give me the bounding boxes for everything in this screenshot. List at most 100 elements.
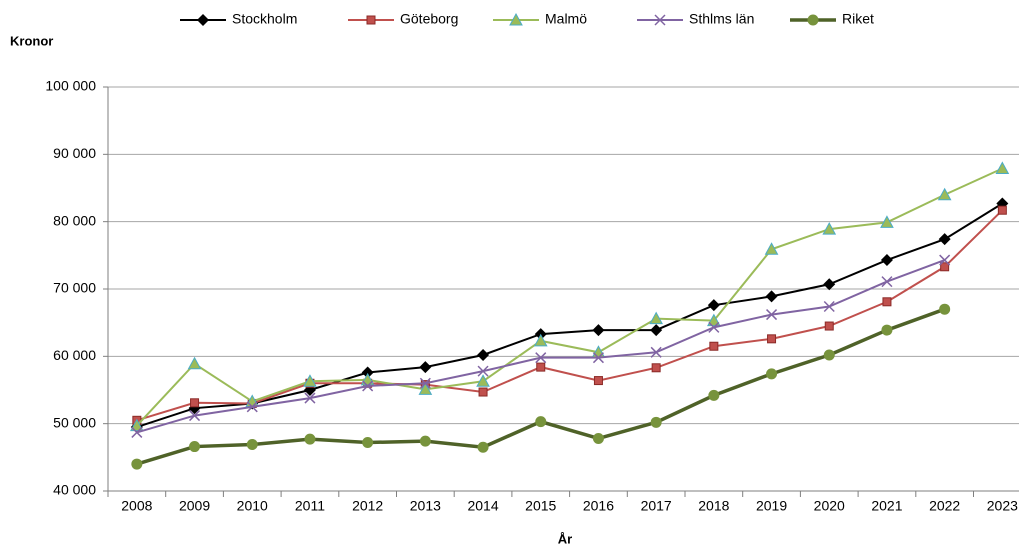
marker xyxy=(187,356,202,370)
marker xyxy=(807,14,819,26)
marker xyxy=(937,187,952,201)
x-axis-title: År xyxy=(558,531,572,546)
legend-label: Sthlms län xyxy=(689,11,754,27)
x-tick-label: 2012 xyxy=(352,498,383,514)
marker xyxy=(476,374,490,387)
legend-item: Göteborg xyxy=(348,11,458,27)
marker xyxy=(362,380,374,392)
x-tick-label: 2016 xyxy=(583,498,614,514)
series-line xyxy=(136,209,1004,422)
marker xyxy=(824,321,834,331)
legend-item: Riket xyxy=(790,11,874,27)
marker xyxy=(362,437,374,449)
marker xyxy=(592,352,604,364)
marker xyxy=(246,401,258,413)
y-tick-label: 100 000 xyxy=(45,78,96,94)
x-tick-label: 2022 xyxy=(929,498,960,514)
marker xyxy=(997,205,1007,215)
marker xyxy=(477,348,490,361)
legend-label: Malmö xyxy=(545,11,587,27)
marker xyxy=(654,14,666,26)
y-tick-label: 90 000 xyxy=(53,145,96,161)
marker xyxy=(709,341,719,351)
marker xyxy=(533,333,548,347)
x-tick-label: 2023 xyxy=(987,498,1018,514)
y-tick-label: 80 000 xyxy=(53,212,96,228)
marker xyxy=(822,222,837,235)
legend-item: Stockholm xyxy=(180,11,297,27)
marker xyxy=(651,363,661,373)
marker xyxy=(650,324,663,337)
marker xyxy=(418,382,433,395)
marker xyxy=(707,299,720,312)
legend-label: Göteborg xyxy=(400,11,458,27)
marker xyxy=(593,376,603,386)
series-line xyxy=(136,167,1003,427)
marker xyxy=(708,389,720,401)
marker xyxy=(940,262,950,272)
legend-label: Stockholm xyxy=(232,11,297,27)
marker xyxy=(535,416,547,428)
x-tick-label: 2017 xyxy=(641,498,672,514)
marker xyxy=(766,309,778,321)
x-tick-label: 2019 xyxy=(756,498,787,514)
marker xyxy=(823,300,835,313)
series xyxy=(130,161,1010,432)
marker xyxy=(882,297,892,307)
y-tick-label: 50 000 xyxy=(53,414,96,430)
legend-label: Riket xyxy=(842,11,874,27)
x-tick-label: 2013 xyxy=(410,498,441,514)
marker xyxy=(477,441,489,453)
x-tick-label: 2020 xyxy=(814,498,845,514)
marker xyxy=(535,352,547,364)
marker xyxy=(766,368,778,380)
marker xyxy=(939,254,951,266)
y-axis-title: Kronor xyxy=(10,33,53,48)
series xyxy=(132,205,1007,425)
marker xyxy=(130,418,144,432)
series-line xyxy=(136,202,1003,428)
y-tick-label: 40 000 xyxy=(53,482,96,498)
marker xyxy=(419,435,431,447)
x-tick-label: 2015 xyxy=(525,498,556,514)
marker xyxy=(880,215,894,228)
marker xyxy=(131,458,143,470)
marker xyxy=(649,311,663,325)
marker xyxy=(304,392,316,404)
marker xyxy=(197,14,209,26)
x-tick-label: 2010 xyxy=(237,498,268,514)
marker xyxy=(881,276,893,288)
marker xyxy=(361,366,374,379)
marker xyxy=(823,278,836,291)
series xyxy=(131,303,951,470)
marker xyxy=(767,334,777,344)
marker xyxy=(419,361,432,374)
marker xyxy=(995,161,1010,174)
x-tick-label: 2014 xyxy=(467,498,498,514)
marker xyxy=(189,441,201,453)
marker xyxy=(189,410,201,422)
marker xyxy=(650,346,662,358)
marker xyxy=(764,242,779,255)
y-tick-label: 70 000 xyxy=(53,280,96,296)
marker xyxy=(881,324,893,336)
marker xyxy=(366,15,376,25)
marker xyxy=(419,377,431,389)
marker xyxy=(246,439,258,451)
marker xyxy=(477,365,489,377)
marker xyxy=(707,313,721,327)
marker xyxy=(304,433,316,445)
marker xyxy=(190,398,200,408)
marker xyxy=(131,426,143,438)
x-tick-label: 2011 xyxy=(295,498,325,514)
marker xyxy=(823,349,835,361)
marker xyxy=(303,374,317,387)
legend-item: Sthlms län xyxy=(637,11,754,27)
x-tick-label: 2009 xyxy=(179,498,210,514)
legend-item: Malmö xyxy=(493,11,587,27)
marker xyxy=(592,432,604,444)
marker xyxy=(592,324,605,337)
x-tick-label: 2021 xyxy=(871,498,902,514)
marker xyxy=(478,387,488,397)
